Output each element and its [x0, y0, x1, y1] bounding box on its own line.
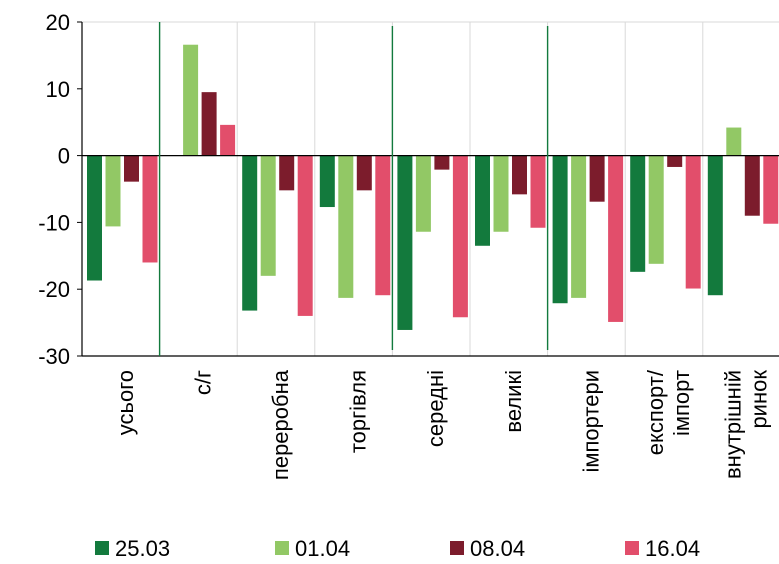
bar — [648, 155, 664, 264]
bar — [220, 124, 236, 156]
legend-swatch — [95, 541, 109, 555]
category-label-line: експорт/ — [643, 369, 668, 455]
category-label: середні — [423, 370, 448, 447]
category-label-line: ринок — [747, 370, 772, 429]
bar — [356, 155, 372, 191]
bar — [201, 92, 217, 156]
axes — [77, 21, 779, 357]
category-label-line: переробна — [268, 369, 293, 480]
bar — [415, 155, 431, 232]
bar — [726, 127, 742, 156]
bar — [242, 155, 258, 311]
category-label-line: усього — [113, 370, 138, 435]
y-tick-label: -10 — [38, 210, 70, 235]
bar — [260, 155, 276, 276]
legend-swatch — [275, 541, 289, 555]
bar — [183, 44, 199, 156]
bar — [530, 155, 546, 228]
category-label: внутрішній ринок — [721, 370, 772, 479]
bar — [589, 155, 605, 202]
bar — [493, 155, 509, 232]
category-label-line: торгівля — [346, 370, 371, 453]
bar — [744, 155, 760, 216]
bar — [685, 155, 701, 289]
category-label-line: великі — [501, 370, 526, 433]
category-label-line: с/г — [190, 370, 215, 395]
bar — [434, 155, 450, 170]
legend-label: 16.04 — [645, 536, 700, 561]
y-tick-label: 10 — [46, 77, 70, 102]
y-tick-label: 0 — [58, 144, 70, 169]
bar — [338, 155, 354, 298]
bar — [142, 155, 158, 263]
bar — [87, 155, 102, 281]
bar — [571, 155, 587, 298]
y-tick-label: -30 — [38, 344, 70, 369]
category-label: експорт/імпорт — [643, 369, 694, 455]
category-label-line: імпорт — [669, 370, 694, 436]
category-label: с/г — [190, 370, 215, 395]
bar — [608, 155, 624, 322]
x-axis-category-labels: усього с/г переробна торгівля середні великі і… — [113, 369, 772, 480]
bar — [124, 155, 139, 182]
bar — [667, 155, 683, 167]
category-label: усього — [113, 370, 138, 435]
category-label: переробна — [268, 369, 293, 480]
legend-item: 01.04 — [275, 536, 350, 561]
bar — [512, 155, 527, 195]
legend-label: 01.04 — [295, 536, 350, 561]
bars — [87, 44, 779, 330]
legend-item: 16.04 — [625, 536, 700, 561]
y-axis-tick-labels: 20 10 0 -10 -20 -30 — [38, 10, 70, 369]
legend-item: 08.04 — [450, 536, 525, 561]
bar — [763, 155, 779, 224]
legend-label: 08.04 — [470, 536, 525, 561]
bar — [452, 155, 468, 318]
legend-label: 25.03 — [115, 536, 170, 561]
category-label: торгівля — [346, 370, 371, 453]
legend: 25.03 01.04 08.04 16.04 — [95, 536, 700, 561]
category-label: великі — [501, 370, 526, 433]
bar — [552, 155, 568, 304]
bar — [475, 155, 490, 246]
category-label-line: середні — [423, 370, 448, 447]
bar — [630, 155, 646, 272]
bar — [707, 155, 723, 296]
legend-item: 25.03 — [95, 536, 170, 561]
bar — [279, 155, 295, 191]
bar — [297, 155, 313, 316]
category-label-line: внутрішній — [721, 370, 746, 479]
bar — [319, 155, 335, 208]
category-label-line: імпортери — [578, 370, 603, 473]
bar — [105, 155, 121, 227]
legend-swatch — [625, 541, 639, 555]
y-tick-label: -20 — [38, 277, 70, 302]
legend-swatch — [450, 541, 464, 555]
category-label: імпортери — [578, 370, 603, 473]
bar — [375, 155, 391, 296]
y-tick-label: 20 — [46, 10, 70, 35]
bar — [397, 155, 413, 330]
